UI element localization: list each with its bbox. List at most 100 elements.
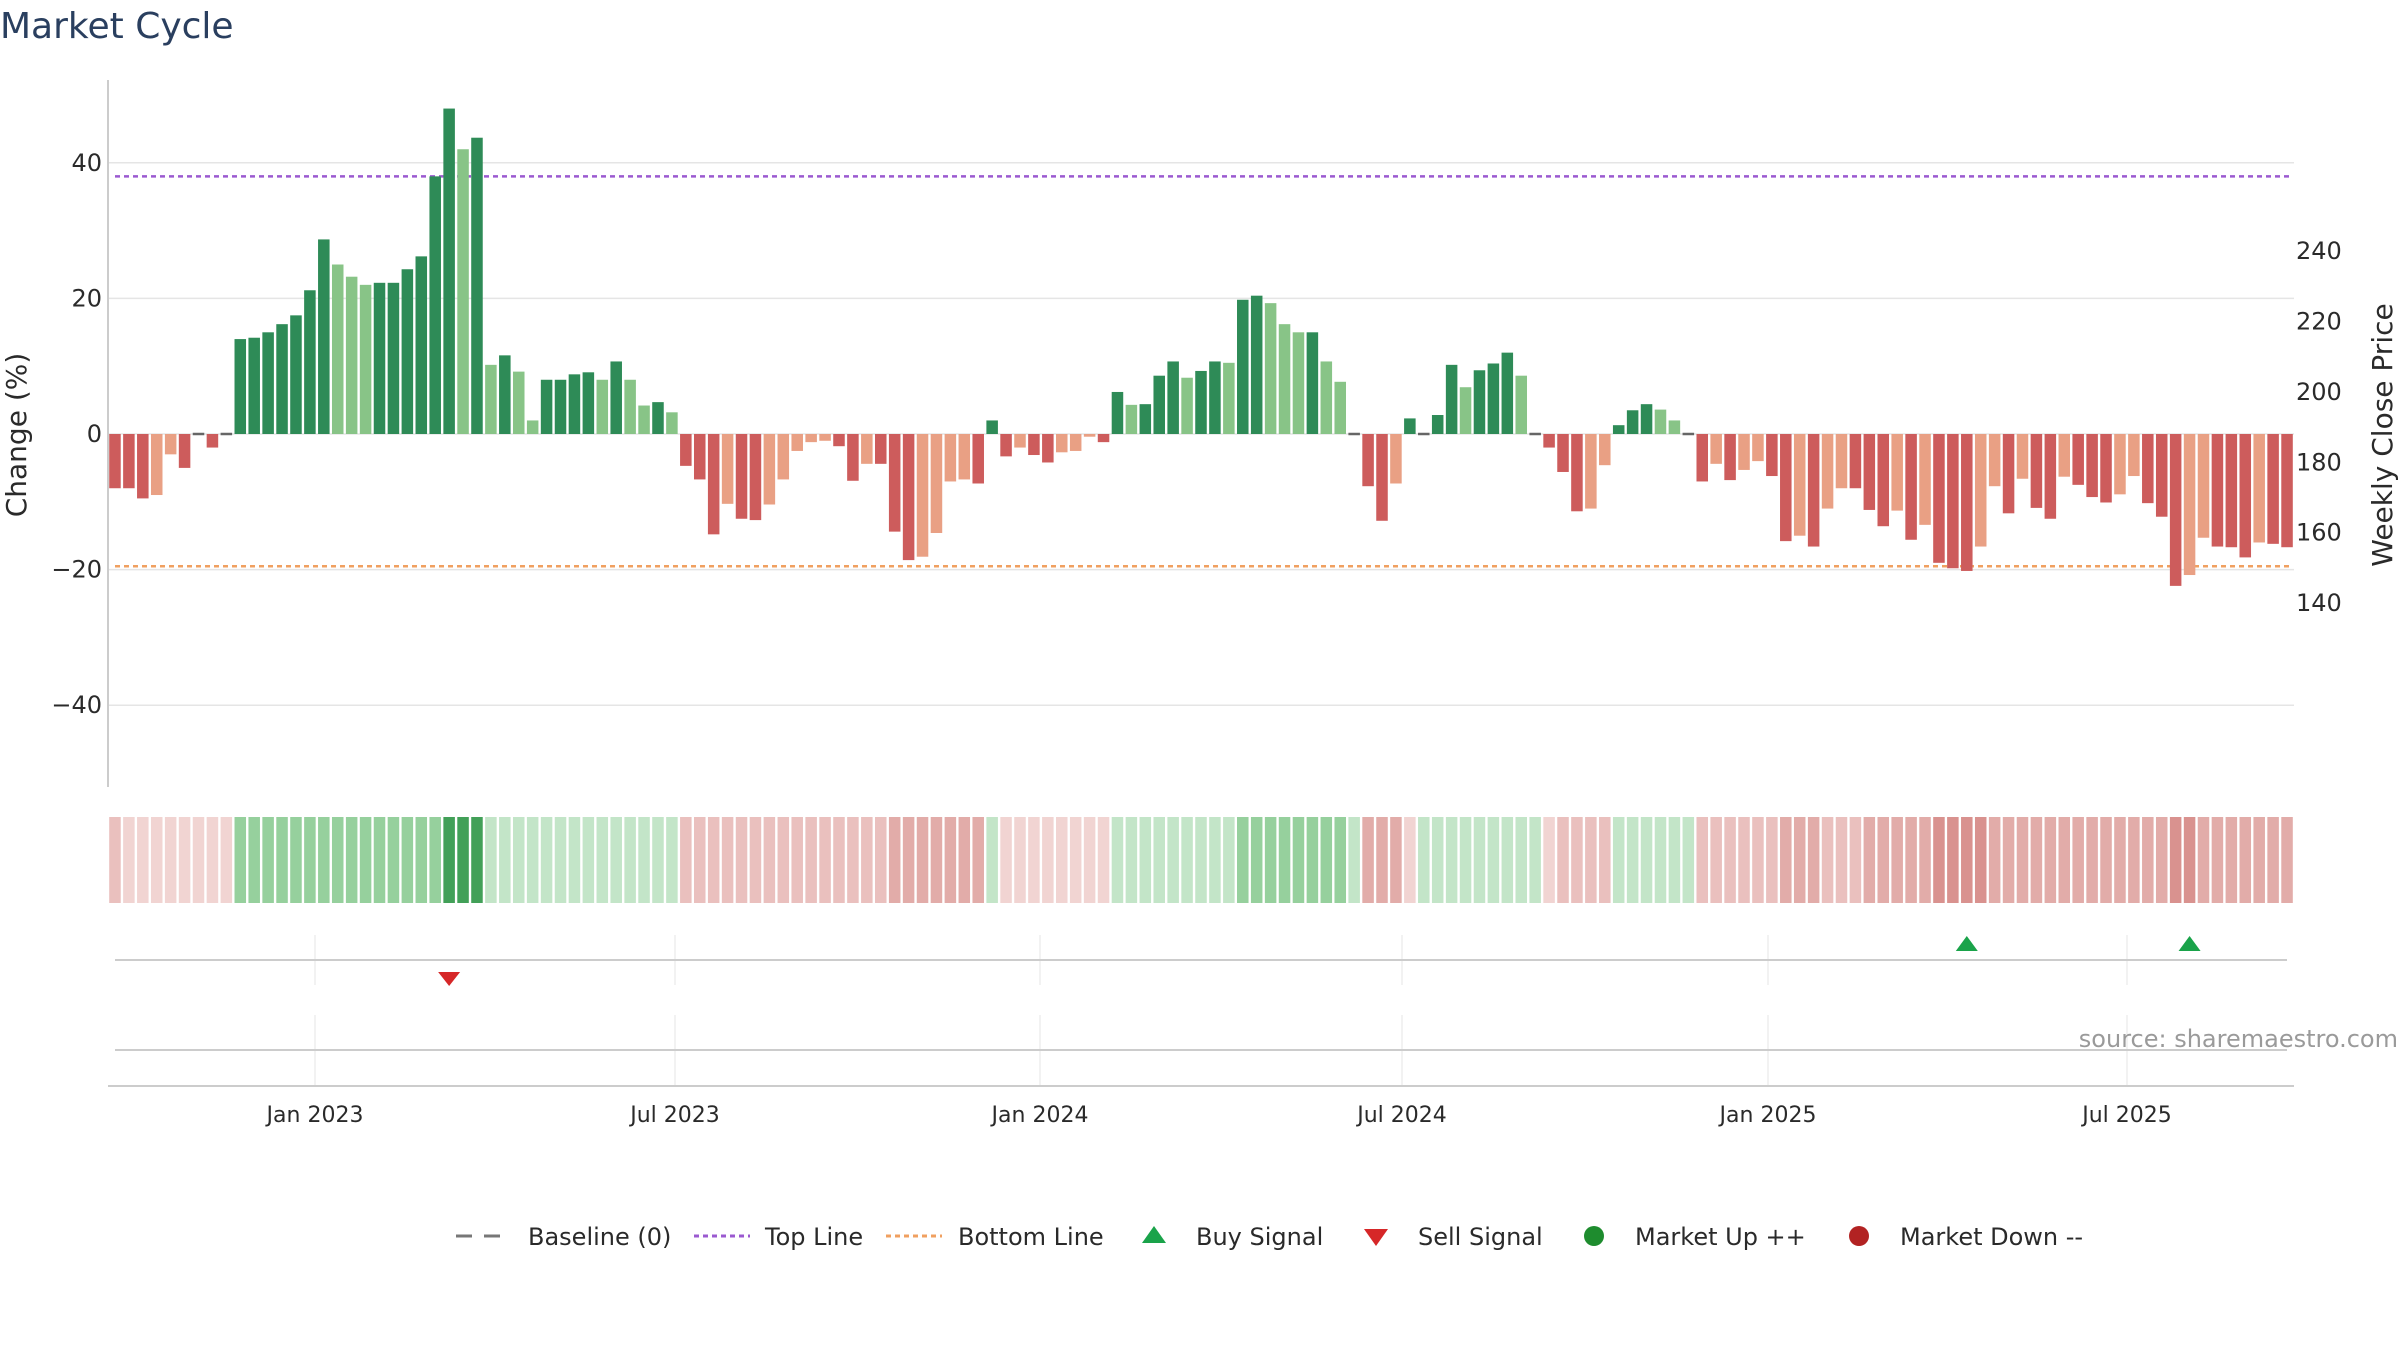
change-bar (1334, 381, 1346, 434)
legend-item: Sell Signal (1364, 1223, 1543, 1251)
change-bar (2225, 434, 2238, 548)
band-cell (610, 817, 622, 903)
band-cell (2211, 817, 2224, 903)
change-bar (1404, 418, 1416, 434)
band-cell (1724, 817, 1736, 903)
change-bar (1250, 295, 1263, 434)
band-cell (318, 817, 330, 903)
legend-label: Top Line (764, 1223, 863, 1251)
change-bar (888, 434, 901, 532)
change-bar (1515, 375, 1528, 434)
y-tick-label: 20 (71, 284, 102, 312)
cycle-heat-band (109, 817, 2293, 903)
band-cell (972, 817, 984, 903)
change-bar (1919, 434, 1931, 525)
change-bar (1543, 434, 1555, 448)
change-bar (1111, 391, 1124, 434)
signal-strip (115, 935, 2287, 986)
change-bar (401, 269, 414, 434)
change-bar (2100, 434, 2112, 503)
change-bar (2016, 434, 2029, 479)
change-bar (1042, 434, 1054, 463)
change-bar (638, 405, 650, 434)
change-bar (2239, 434, 2252, 558)
band-cell (1334, 817, 1346, 903)
band-cell (1682, 817, 1695, 903)
band-cell (1668, 817, 1681, 903)
legend-label: Baseline (0) (528, 1223, 671, 1251)
change-bar (2197, 434, 2210, 538)
change-bar (1445, 364, 1458, 434)
band-cell (1793, 817, 1806, 903)
change-bar (1585, 434, 1597, 509)
change-bar (1069, 434, 1082, 451)
band-cell (958, 817, 971, 903)
band-cell (234, 817, 247, 903)
band-cell (123, 817, 135, 903)
band-cell (345, 817, 358, 903)
change-bar (2030, 434, 2043, 508)
change-bar (387, 282, 400, 434)
change-bar (1807, 434, 1820, 547)
y2-axis-ticks: 240 220 200 180 160 140 (2296, 237, 2342, 617)
band-cell (2253, 817, 2265, 903)
change-bar (540, 379, 553, 434)
change-bar (290, 315, 302, 434)
band-cell (290, 817, 302, 903)
change-bar (443, 108, 455, 434)
change-bar (1167, 361, 1179, 434)
y2-tick-label: 200 (2296, 378, 2342, 406)
legend-item: Bottom Line (886, 1223, 1104, 1251)
band-cell (944, 817, 957, 903)
band-cell (1459, 817, 1472, 903)
change-bar (1849, 434, 1862, 489)
band-cell (512, 817, 525, 903)
band-cell (526, 817, 539, 903)
change-bar (1181, 377, 1193, 434)
band-cell (791, 817, 803, 903)
band-cell (2100, 817, 2112, 903)
band-cell (1807, 817, 1820, 903)
band-cell (331, 817, 344, 903)
band-cell (443, 817, 455, 903)
band-cell (262, 817, 274, 903)
band-cell (888, 817, 901, 903)
change-bar (1028, 434, 1040, 456)
band-cell (499, 817, 511, 903)
change-bar (902, 434, 915, 561)
change-bar (554, 379, 567, 434)
band-cell (164, 817, 177, 903)
buy-signal-marker (2178, 936, 2201, 951)
date-tick-label: Jan 2025 (1718, 1103, 1817, 1128)
date-tick-label: Jul 2024 (1355, 1103, 1447, 1128)
band-cell (359, 817, 372, 903)
change-bar (1195, 370, 1207, 434)
change-bar (1766, 434, 1778, 477)
change-bar (1933, 434, 1945, 563)
band-cell (2002, 817, 2015, 903)
change-bar (1668, 420, 1681, 434)
change-bar (276, 324, 288, 434)
change-bar (1724, 434, 1736, 481)
band-cell (833, 817, 845, 903)
change-bar (1014, 434, 1026, 448)
y-tick-label: 40 (71, 149, 102, 177)
legend-label: Sell Signal (1418, 1223, 1543, 1251)
legend-item: Market Down -- (1849, 1223, 2083, 1251)
y2-tick-label: 240 (2296, 237, 2342, 265)
change-bar (1459, 387, 1472, 434)
legend-circle-icon (1584, 1226, 1604, 1246)
legend-item: Buy Signal (1142, 1223, 1323, 1251)
band-cell (805, 817, 817, 903)
band-cell (1223, 817, 1235, 903)
band-cell (2155, 817, 2168, 903)
y2-axis-title: Weekly Close Price (2366, 303, 2399, 566)
change-bar (1557, 434, 1569, 472)
change-bar (861, 434, 873, 464)
band-cell (1237, 817, 1249, 903)
change-bar (1223, 362, 1235, 434)
change-bar (916, 434, 929, 557)
change-bar (833, 434, 845, 447)
band-cell (2086, 817, 2098, 903)
band-cell (1083, 817, 1096, 903)
